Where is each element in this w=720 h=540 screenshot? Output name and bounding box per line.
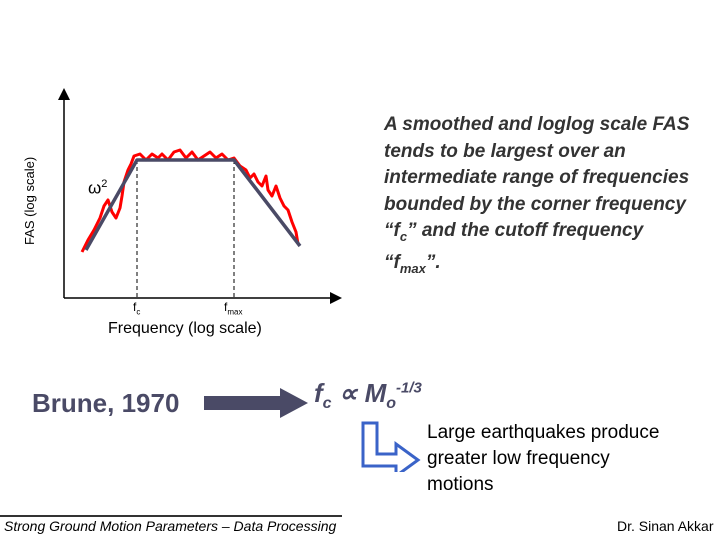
- formula-f: f: [314, 378, 323, 408]
- slope-label: ω2: [88, 178, 107, 199]
- citation: Brune, 1970: [32, 388, 180, 418]
- fc-letter: f: [133, 300, 137, 314]
- formula-exponent: -1/3: [396, 379, 422, 397]
- raw-spectrum-line: [80, 148, 300, 253]
- formula-proportional: ∝ M: [331, 378, 387, 408]
- slope-exponent: 2: [101, 178, 108, 190]
- y-axis-label: FAS (log scale): [22, 156, 37, 245]
- description-fmax-sub: max: [399, 261, 426, 277]
- brune-formula: fc ∝ Mo-1/3: [314, 378, 422, 413]
- fmax-label: fmax: [224, 300, 242, 316]
- description-part3: ”.: [425, 252, 441, 274]
- smoothed-spectrum-line: [84, 158, 302, 251]
- consequence-text: Large earthquakes produce greater low fr…: [427, 422, 660, 495]
- description-fc-sub: c: [399, 228, 408, 244]
- bent-arrow-icon: [361, 421, 421, 472]
- formula-f-sub: c: [322, 395, 332, 413]
- fmax-subscript: max: [227, 307, 243, 317]
- fc-subscript: c: [136, 307, 141, 317]
- description-text: A smoothed and loglog scale FAS tends to…: [384, 112, 704, 283]
- right-arrow-icon: [204, 388, 308, 418]
- description-part2: ” and the cutoff frequency “f: [384, 220, 644, 274]
- fmax-letter: f: [224, 300, 228, 314]
- footer-author: Dr. Sinan Akkar: [617, 518, 714, 534]
- formula-m-sub: o: [386, 395, 397, 413]
- description-part1: A smoothed and loglog scale FAS tends to…: [384, 114, 690, 241]
- footer-course-title: Strong Ground Motion Parameters – Data P…: [4, 518, 337, 534]
- omega-symbol: ω: [88, 178, 102, 198]
- footer-divider: [0, 515, 342, 517]
- fc-label: fc: [133, 300, 140, 316]
- x-axis-label: Frequency (log scale): [108, 320, 262, 337]
